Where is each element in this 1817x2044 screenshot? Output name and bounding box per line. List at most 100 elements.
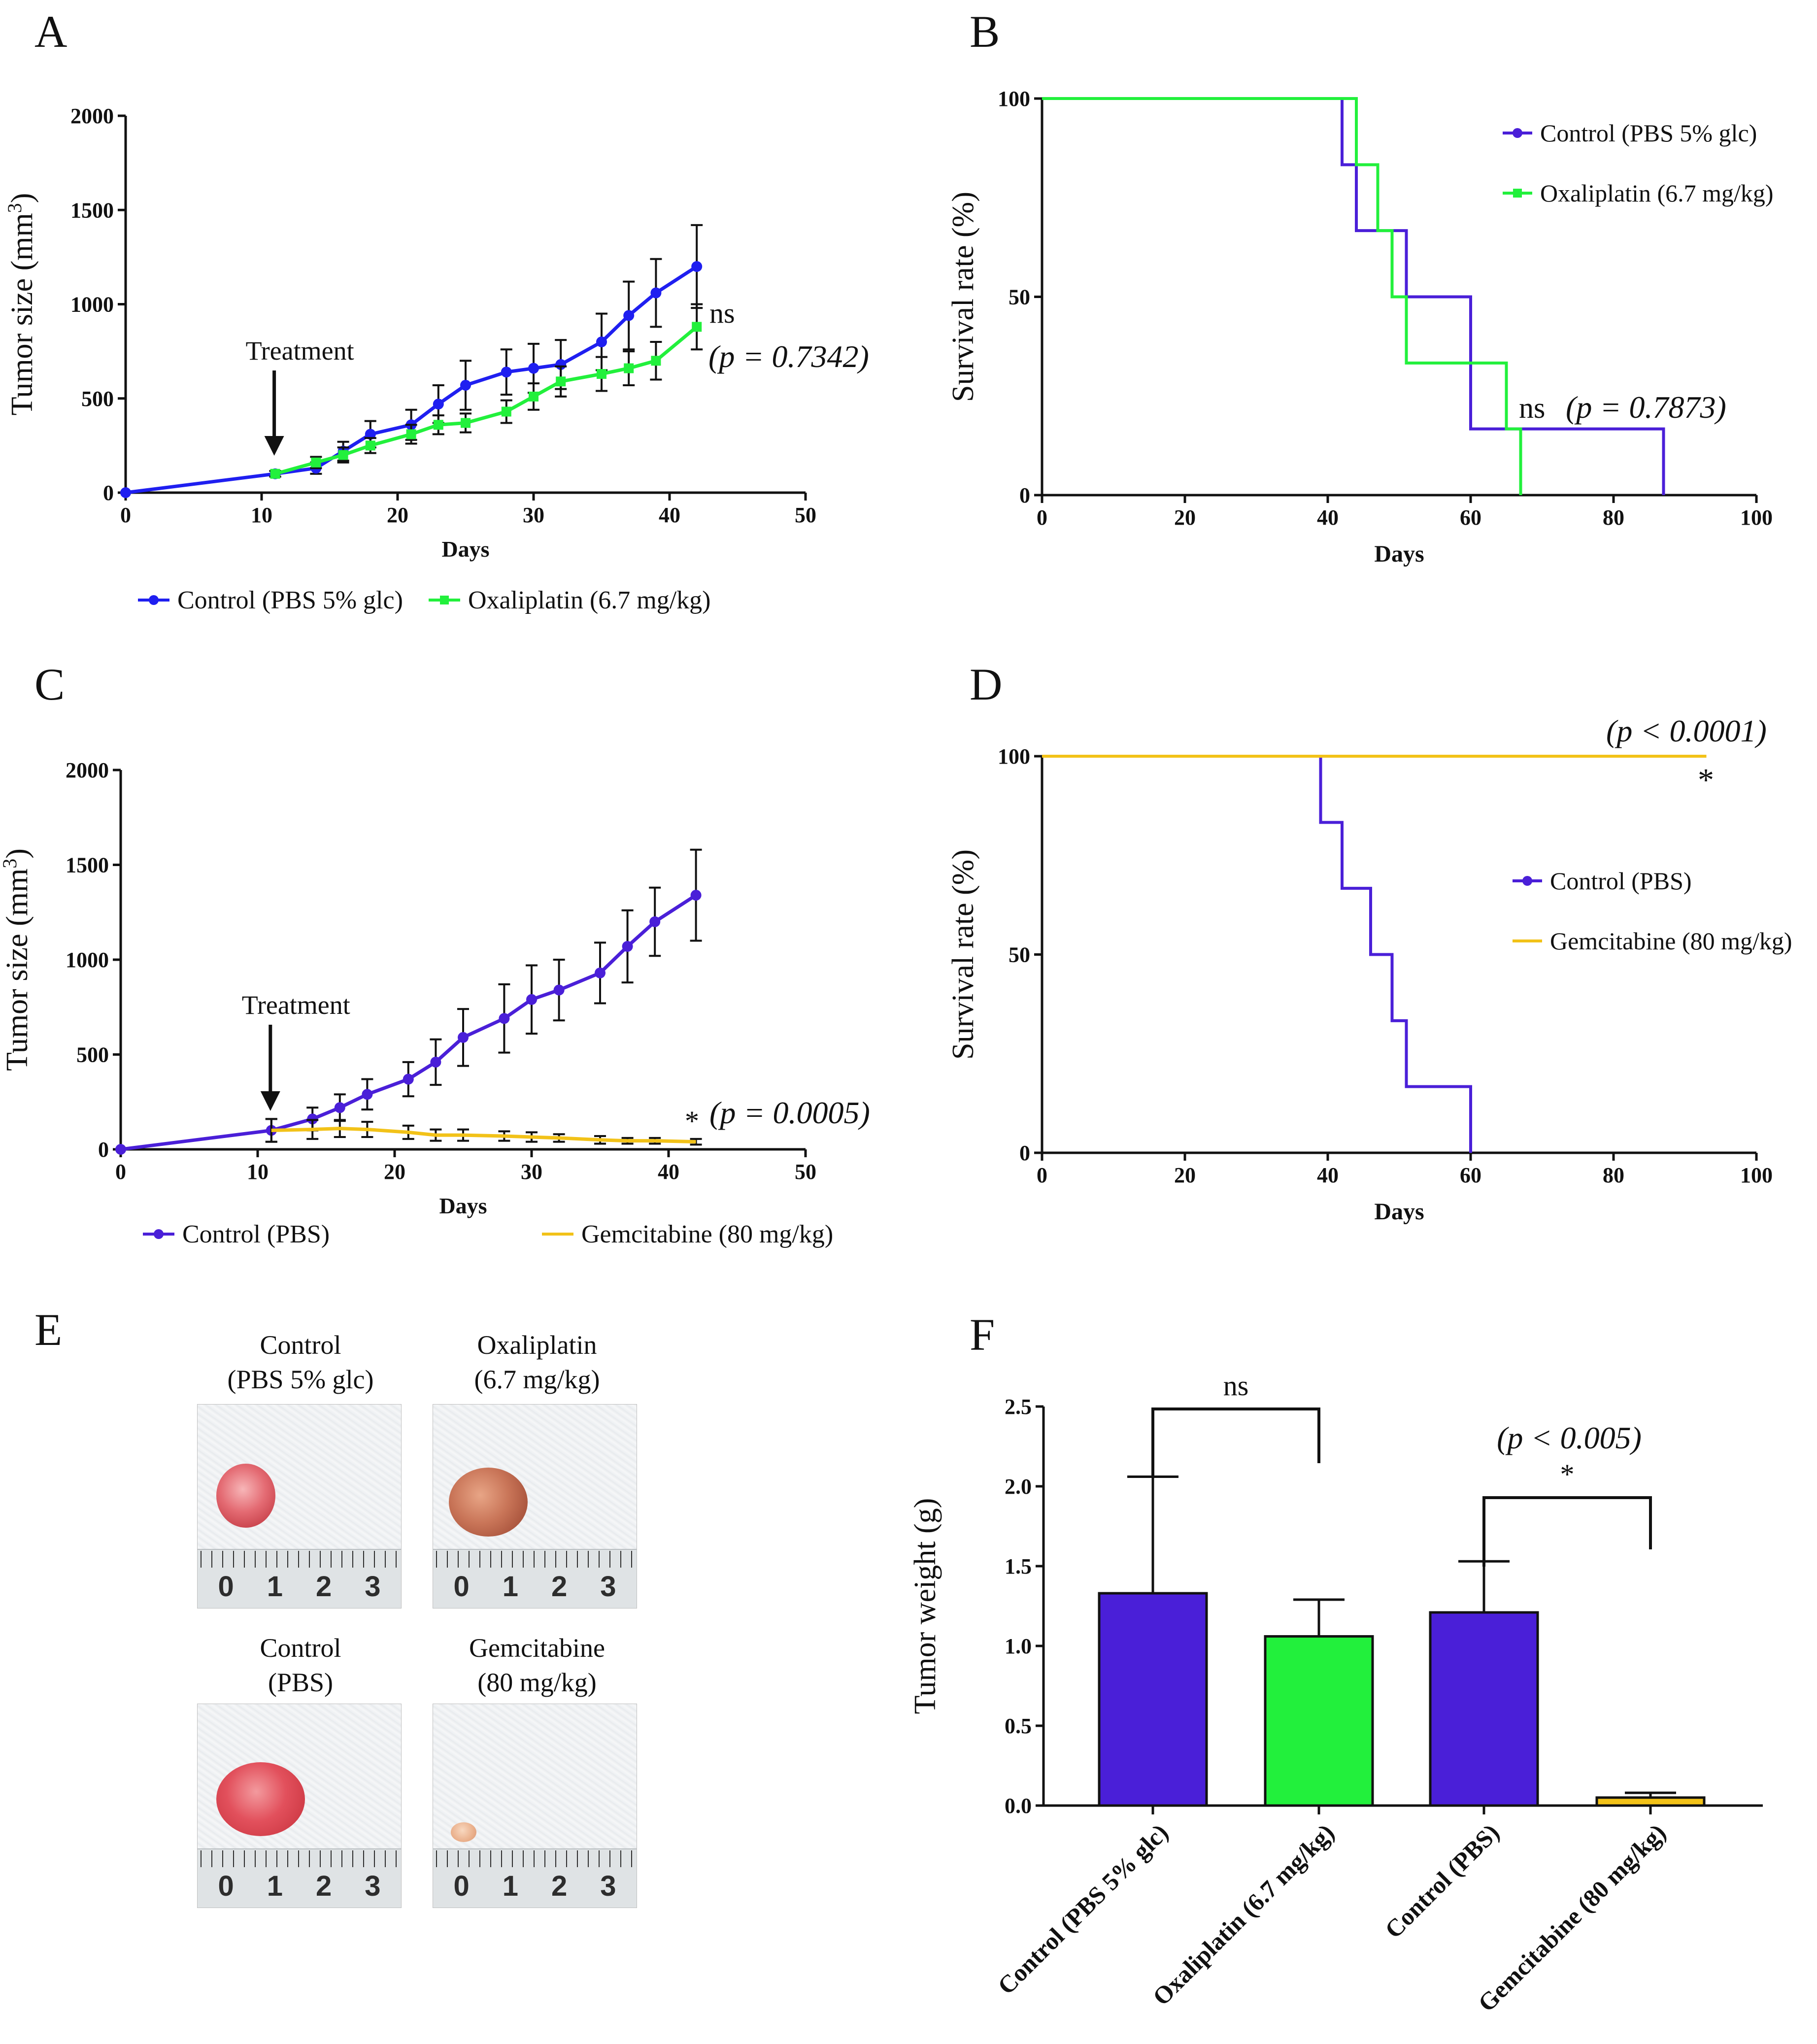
x-axis-title: Days [441,536,489,562]
y-tick-label: 50 [1009,943,1030,967]
survival-curve [1042,97,1522,495]
panel-letter-f: F [970,1309,995,1360]
legend-label: Control (PBS 5% glc) [177,586,403,614]
legend-label: Control (PBS) [1550,867,1692,895]
treatment-label: Treatment [246,336,354,366]
y-tick-label: 500 [76,1043,109,1067]
panel-letter-a: A [34,6,67,57]
legend-label: Gemcitabine (80 mg/kg) [581,1220,833,1248]
x-tick-label: 0 [1037,1163,1047,1187]
legend-marker [149,595,159,605]
legend-label: Oxaliplatin (6.7 mg/kg) [468,586,710,614]
y-tick-label: 1500 [70,198,114,222]
bar [1595,1796,1706,1807]
data-point [433,399,444,410]
comparison-bracket: ns [1151,1370,1320,1475]
tumor-image [451,1822,476,1842]
legend-entry: Gemcitabine (80 mg/kg) [1513,927,1792,955]
x-tick-label: 20 [387,503,408,527]
bracket-line [1151,1407,1320,1475]
data-point [622,941,633,952]
y-tick-label: 50 [1009,285,1030,309]
legend-entry: Control (PBS) [143,1220,330,1248]
data-point [651,356,661,366]
series-line [271,1127,696,1144]
y-tick-label: 0 [98,1138,109,1162]
x-tick-label: 10 [251,503,272,527]
survival-curve [1042,97,1665,495]
data-point [501,367,512,378]
legend-label: Oxaliplatin (6.7 mg/kg) [1540,179,1774,207]
legend-entry: Oxaliplatin (6.7 mg/kg) [1503,179,1774,207]
legend-entry: Control (PBS 5% glc) [1503,119,1757,147]
x-tick-label: 0 [120,503,131,527]
data-point [270,469,280,479]
data-point [526,994,537,1005]
y-tick-label: 1.5 [1005,1554,1032,1578]
x-tick-label: 60 [1460,505,1481,530]
p-value-label: (p = 0.0005) [709,1095,870,1130]
data-point [334,1102,345,1113]
panel-c-chart: 0 500 1000 1500 2000 0 10 20 30 40 50 Days Tumor siz… [0,758,870,1248]
significance-label: ns [1519,392,1545,424]
panel-letter-b: B [970,6,1000,57]
legend-label: Control (PBS) [182,1220,330,1248]
tumor-image [449,1468,528,1537]
legend-entry: Control (PBS) [1513,867,1692,895]
data-point [311,457,321,468]
x-tick-label: 100 [1740,1163,1773,1187]
significance-label: * [685,1105,699,1137]
x-tick-label: 30 [523,503,544,527]
bracket-line [1482,1496,1652,1567]
legend-entry: Gemcitabine (80 mg/kg) [542,1220,833,1248]
data-point [406,429,416,439]
y-tick-label: 100 [998,744,1030,769]
panel-letter-d: D [970,659,1002,709]
panel-d-chart: 0 50 100 0 20 40 60 80 100 Days Survival rate (%) *… [946,713,1792,1225]
data-point [120,487,131,498]
series-line [120,894,697,1151]
series-0 [120,224,703,498]
y-tick-label: 2000 [66,758,109,782]
x-axis-title: Days [439,1193,487,1218]
x-tick-label: 20 [1174,1163,1196,1187]
series-0 [115,848,702,1155]
data-point [460,379,471,391]
data-point [597,369,606,379]
y-tick-label: 500 [81,387,114,411]
bar [1429,1611,1539,1807]
photo-label-control-pbs: Control (PBS) [260,1633,341,1697]
x-axis-title: Days [1374,1199,1424,1225]
tumor-image [216,1762,305,1836]
x-tick-label: Oxaliplatin (6.7 mg/kg) [1147,1818,1340,2010]
y-tick-label: 2.0 [1005,1474,1032,1499]
data-point [624,363,634,373]
data-point [501,406,511,417]
x-axis-title: Days [1374,541,1424,567]
data-point [650,287,662,299]
y-axis-title: Survival rate (%) [946,849,980,1060]
x-tick-label: 0 [115,1160,126,1184]
data-point [690,890,702,901]
panel-letter-e: E [34,1305,62,1355]
data-point [458,1032,469,1043]
data-point [553,984,565,996]
x-tick-label: Control (PBS) [1380,1818,1505,1943]
photo-label-oxaliplatin: Oxaliplatin (6.7 mg/kg) [474,1330,600,1394]
panel-b-chart: 0 50 100 0 20 40 60 80 100 Days Survival rate (%) n… [946,87,1774,567]
x-tick-label: 50 [795,1160,816,1184]
data-point [692,322,702,332]
y-tick-label: 1000 [70,293,114,317]
x-tick-label: 50 [795,503,816,527]
treatment-arrow-head [264,436,284,456]
x-tick-label: Control (PBS 5% glc) [992,1818,1174,2000]
legend-marker [440,596,449,604]
data-point [115,1144,126,1155]
y-axis-title: Tumor size (mm3) [3,193,39,416]
y-tick-label: 1500 [66,853,109,877]
p-value-label: (p < 0.0001) [1606,713,1767,748]
